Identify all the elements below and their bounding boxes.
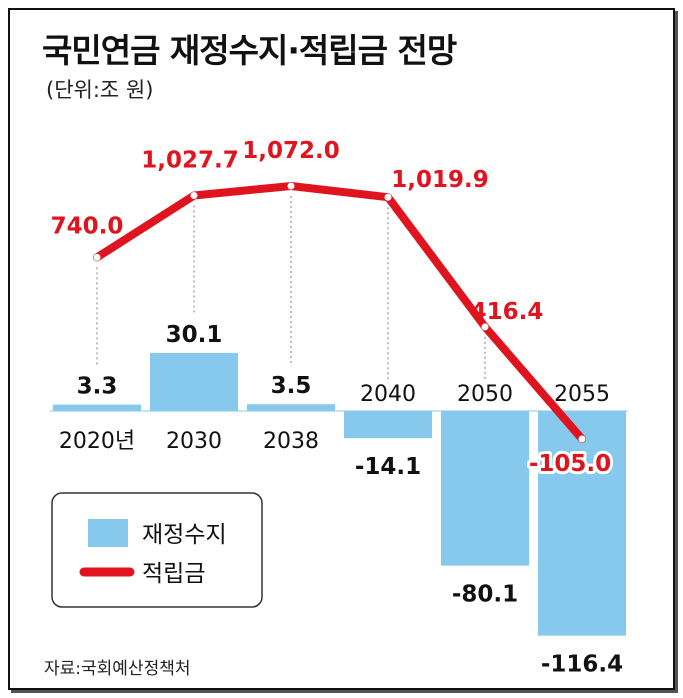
legend-bar-swatch [88,519,128,547]
category-label: 2020년 [59,429,135,454]
line-point [578,435,586,443]
line-value-label: -105.0 [529,451,611,477]
line-point [93,253,101,261]
category-label: 2050 [457,382,513,407]
line-point [384,193,392,201]
bar-value-label: -14.1 [355,454,421,480]
line-value-label: 1,027.7 [141,148,239,174]
bar [538,411,626,636]
bar [344,411,432,439]
line-series [93,182,586,443]
bar [150,352,238,411]
reserve-line [93,182,586,443]
line-value-label: 1,072.0 [242,138,340,164]
bar [247,404,335,411]
bar-value-labels: 3.3 30.1 3.5 -14.1 -80.1 -116.4 [77,322,624,678]
line-value-label-halo: -105.0 [529,451,611,477]
line-value-label: 416.4 [471,299,544,325]
category-label: 2038 [263,429,319,454]
bar [441,411,529,566]
chart-title: 국민연금 재정수지·적립금 전망 [42,31,457,70]
legend: 재정수지 적립금 [51,492,263,608]
bar-value-label: -80.1 [452,582,518,608]
combo-chart: 2020년 2030 2038 2040 2050 2055 3.3 30.1 3.5 -14.… [50,138,628,678]
bar-value-label: -116.4 [541,652,623,678]
unit-label: (단위:조 원) [46,78,154,102]
legend-box [51,492,263,608]
line-value-label: 740.0 [51,213,124,239]
category-label: 2030 [166,429,222,454]
bar-series [53,352,626,636]
line-value-labels: 740.01,027.7 1,072.01,019.9416.4-105.0-10… [51,138,615,480]
bar-value-label: 3.3 [77,374,118,400]
source-note: 자료:국회예산정책처 [44,659,191,679]
line-point [287,182,295,190]
category-labels: 2020년 2030 2038 2040 2050 2055 [59,382,610,454]
legend-bar-label: 재정수지 [142,522,227,548]
chart-frame: 국민연금 재정수지·적립금 전망 (단위:조 원) 2020년 2030 2038 2… [8,8,675,690]
line-value-label: 1,019.9 [391,167,489,193]
guide-lines [96,196,486,381]
legend-line-label: 적립금 [142,561,205,587]
bar-value-label: 30.1 [166,322,223,348]
line-point [190,192,198,200]
bar [53,404,141,411]
line-point [481,323,489,331]
category-label: 2040 [360,382,416,407]
bar-value-label: 3.5 [271,373,312,399]
category-label: 2055 [554,382,610,407]
